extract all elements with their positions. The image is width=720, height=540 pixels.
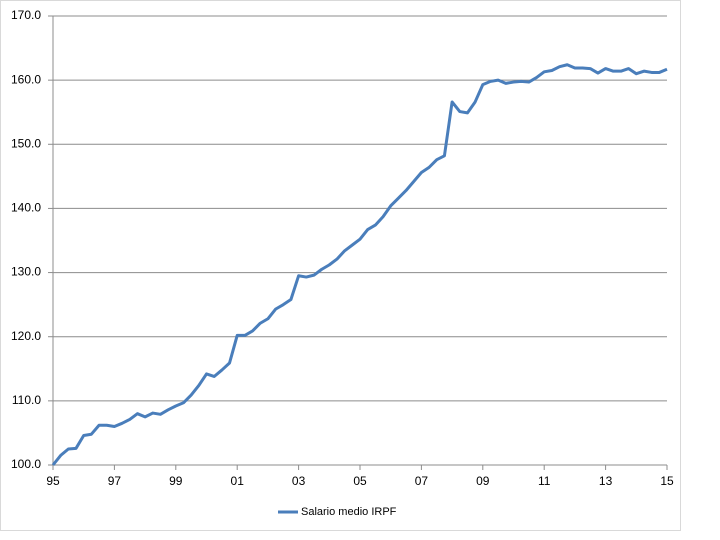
y-tick-label: 110.0 <box>12 393 41 407</box>
x-tick-label: 03 <box>292 474 306 488</box>
y-tick-label: 140.0 <box>11 201 41 215</box>
legend-label: Salario medio IRPF <box>301 506 397 518</box>
x-tick-label: 09 <box>476 474 490 488</box>
chart-frame <box>0 0 681 531</box>
x-tick-label: 05 <box>353 474 367 488</box>
y-tick-label: 130.0 <box>11 265 41 279</box>
y-tick-label: 150.0 <box>11 136 41 150</box>
x-tick-label: 11 <box>538 474 551 488</box>
x-tick-label: 99 <box>169 474 183 488</box>
y-tick-label: 100.0 <box>11 457 41 471</box>
y-tick-label: 160.0 <box>11 72 41 86</box>
y-tick-label: 170.0 <box>11 8 41 22</box>
y-tick-label: 120.0 <box>11 329 41 343</box>
x-tick-label: 07 <box>415 474 429 488</box>
line <box>51 63 668 466</box>
x-tick-label: 95 <box>46 474 60 488</box>
x-tick-label: 01 <box>231 474 245 488</box>
x-tick-label: 13 <box>599 474 613 488</box>
x-tick-label: 97 <box>108 474 122 488</box>
x-tick-label: 15 <box>660 474 674 488</box>
